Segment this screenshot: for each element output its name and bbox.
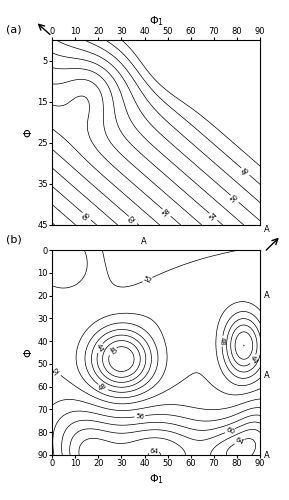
Text: 52: 52 bbox=[142, 275, 153, 284]
Text: A: A bbox=[264, 225, 270, 234]
Text: 64: 64 bbox=[149, 448, 158, 454]
Text: 40: 40 bbox=[107, 346, 117, 356]
Text: A: A bbox=[264, 370, 270, 380]
Text: (a): (a) bbox=[6, 24, 21, 34]
Text: 48: 48 bbox=[219, 336, 225, 345]
Text: (b): (b) bbox=[6, 234, 21, 244]
Text: 44: 44 bbox=[95, 342, 105, 353]
Y-axis label: $\Phi$: $\Phi$ bbox=[23, 128, 34, 138]
Text: 48: 48 bbox=[98, 382, 108, 392]
Text: A: A bbox=[141, 237, 147, 246]
X-axis label: $\Phi_1$: $\Phi_1$ bbox=[149, 472, 164, 486]
Text: 64: 64 bbox=[234, 437, 244, 446]
Text: 58: 58 bbox=[161, 208, 172, 218]
Text: 54: 54 bbox=[208, 212, 218, 222]
Text: 66: 66 bbox=[81, 211, 92, 222]
Text: A: A bbox=[264, 450, 270, 460]
Text: 60: 60 bbox=[225, 426, 235, 435]
Text: 46: 46 bbox=[240, 166, 251, 176]
Text: 56: 56 bbox=[135, 412, 145, 420]
Text: A: A bbox=[264, 290, 270, 300]
Text: 50: 50 bbox=[229, 194, 240, 204]
Text: 62: 62 bbox=[128, 215, 138, 225]
X-axis label: $\Phi_1$: $\Phi_1$ bbox=[149, 14, 164, 28]
Y-axis label: $\Phi$: $\Phi$ bbox=[23, 348, 34, 358]
Text: 52: 52 bbox=[51, 367, 62, 377]
Text: 44: 44 bbox=[249, 354, 258, 364]
